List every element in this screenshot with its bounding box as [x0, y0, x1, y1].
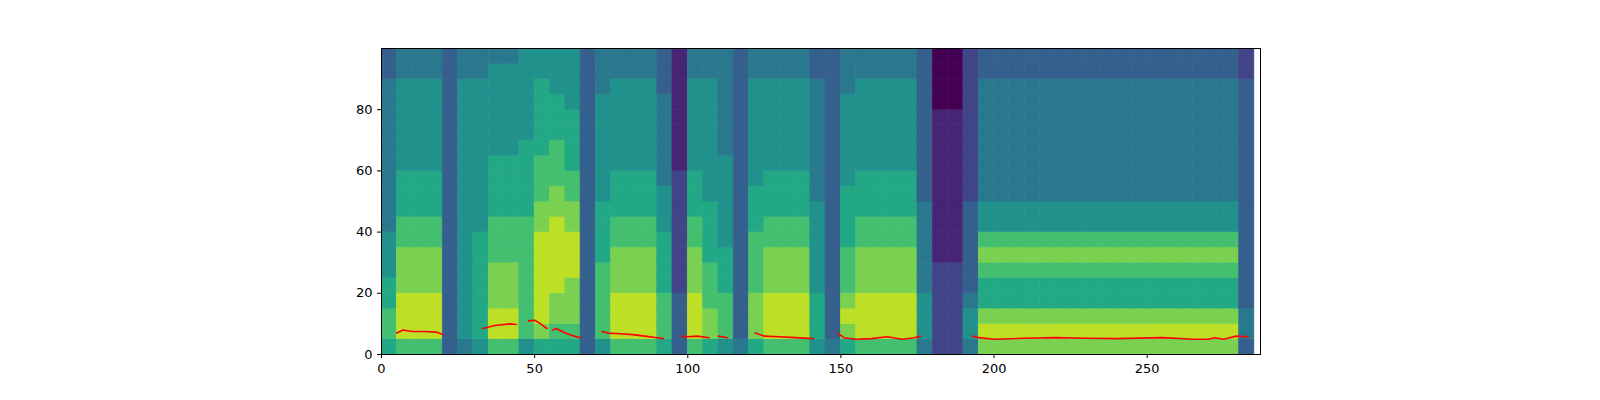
- svg-text:100: 100: [675, 361, 700, 376]
- svg-text:20: 20: [356, 285, 373, 300]
- svg-text:50: 50: [526, 361, 543, 376]
- svg-text:0: 0: [364, 347, 372, 362]
- svg-text:200: 200: [982, 361, 1007, 376]
- svg-text:150: 150: [828, 361, 853, 376]
- svg-text:0: 0: [377, 361, 385, 376]
- svg-text:250: 250: [1135, 361, 1160, 376]
- svg-text:80: 80: [356, 102, 373, 117]
- svg-text:40: 40: [356, 224, 373, 239]
- svg-text:60: 60: [356, 163, 373, 178]
